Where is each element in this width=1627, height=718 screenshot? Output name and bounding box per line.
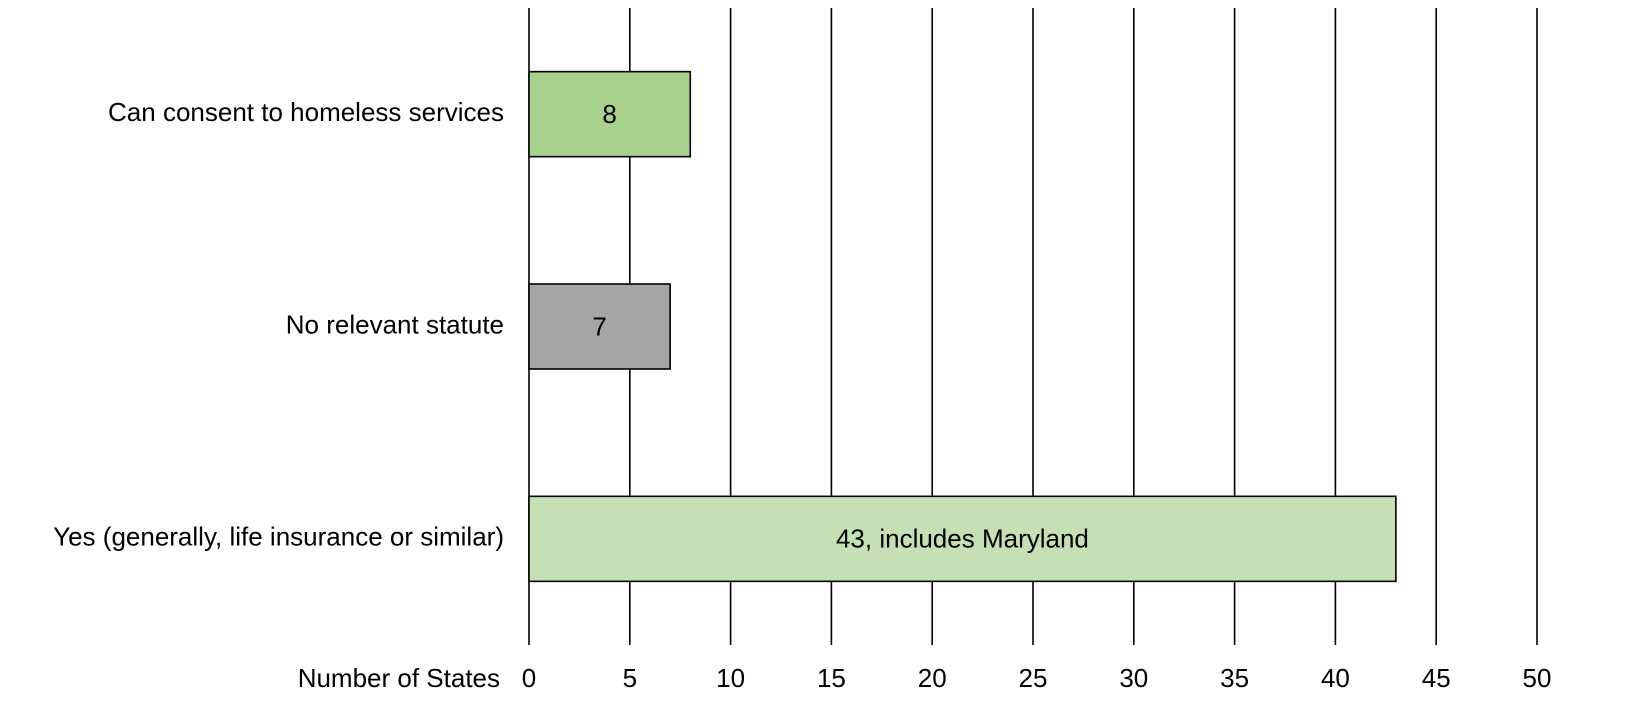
x-tick-label: 20 xyxy=(918,663,947,693)
x-tick-label: 5 xyxy=(623,663,637,693)
x-tick-label: 50 xyxy=(1523,663,1552,693)
x-tick-label: 10 xyxy=(716,663,745,693)
x-tick-label: 25 xyxy=(1019,663,1048,693)
x-axis-label: Number of States xyxy=(298,663,500,693)
value-label: 8 xyxy=(602,99,616,129)
x-tick-label: 15 xyxy=(817,663,846,693)
y-tick-label: Can consent to homeless services xyxy=(108,97,504,127)
value-label: 43, includes Maryland xyxy=(836,524,1089,554)
y-tick-label: Yes (generally, life insurance or simila… xyxy=(53,522,504,552)
y-tick-label: No relevant statute xyxy=(286,309,504,339)
x-tick-label: 40 xyxy=(1321,663,1350,693)
bar xyxy=(528,495,1397,583)
bar xyxy=(528,70,692,158)
x-tick-label: 45 xyxy=(1422,663,1451,693)
x-tick-label: 35 xyxy=(1220,663,1249,693)
x-tick-label: 30 xyxy=(1119,663,1148,693)
bar xyxy=(528,283,671,370)
x-tick-label: 0 xyxy=(522,663,536,693)
value-label: 7 xyxy=(592,311,606,341)
